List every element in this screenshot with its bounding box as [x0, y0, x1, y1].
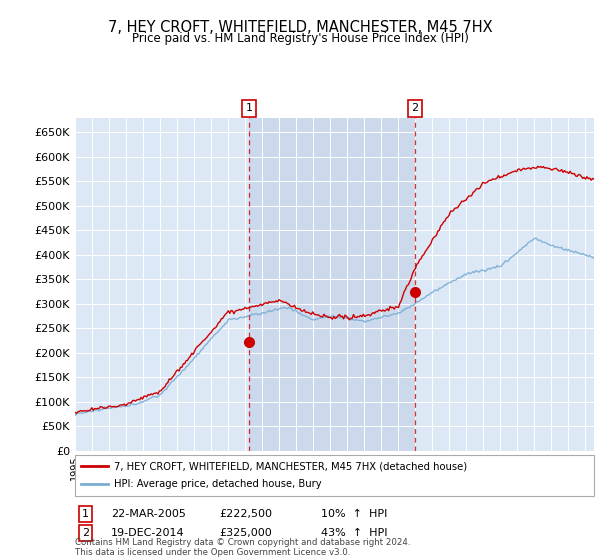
Text: 7, HEY CROFT, WHITEFIELD, MANCHESTER, M45 7HX: 7, HEY CROFT, WHITEFIELD, MANCHESTER, M4…: [107, 20, 493, 35]
Text: 22-MAR-2005: 22-MAR-2005: [111, 509, 186, 519]
Text: 43%  ↑  HPI: 43% ↑ HPI: [321, 528, 388, 538]
Text: £222,500: £222,500: [219, 509, 272, 519]
Text: £325,000: £325,000: [219, 528, 272, 538]
Text: 2: 2: [411, 104, 418, 114]
Text: HPI: Average price, detached house, Bury: HPI: Average price, detached house, Bury: [114, 479, 322, 489]
Text: Contains HM Land Registry data © Crown copyright and database right 2024.
This d: Contains HM Land Registry data © Crown c…: [75, 538, 410, 557]
Text: 1: 1: [245, 104, 253, 114]
Text: 19-DEC-2014: 19-DEC-2014: [111, 528, 185, 538]
Text: 1: 1: [82, 509, 89, 519]
Text: Price paid vs. HM Land Registry's House Price Index (HPI): Price paid vs. HM Land Registry's House …: [131, 32, 469, 45]
Text: 10%  ↑  HPI: 10% ↑ HPI: [321, 509, 388, 519]
Bar: [249, 118, 415, 451]
Text: 7, HEY CROFT, WHITEFIELD, MANCHESTER, M45 7HX (detached house): 7, HEY CROFT, WHITEFIELD, MANCHESTER, M4…: [114, 461, 467, 471]
Text: 2: 2: [82, 528, 89, 538]
